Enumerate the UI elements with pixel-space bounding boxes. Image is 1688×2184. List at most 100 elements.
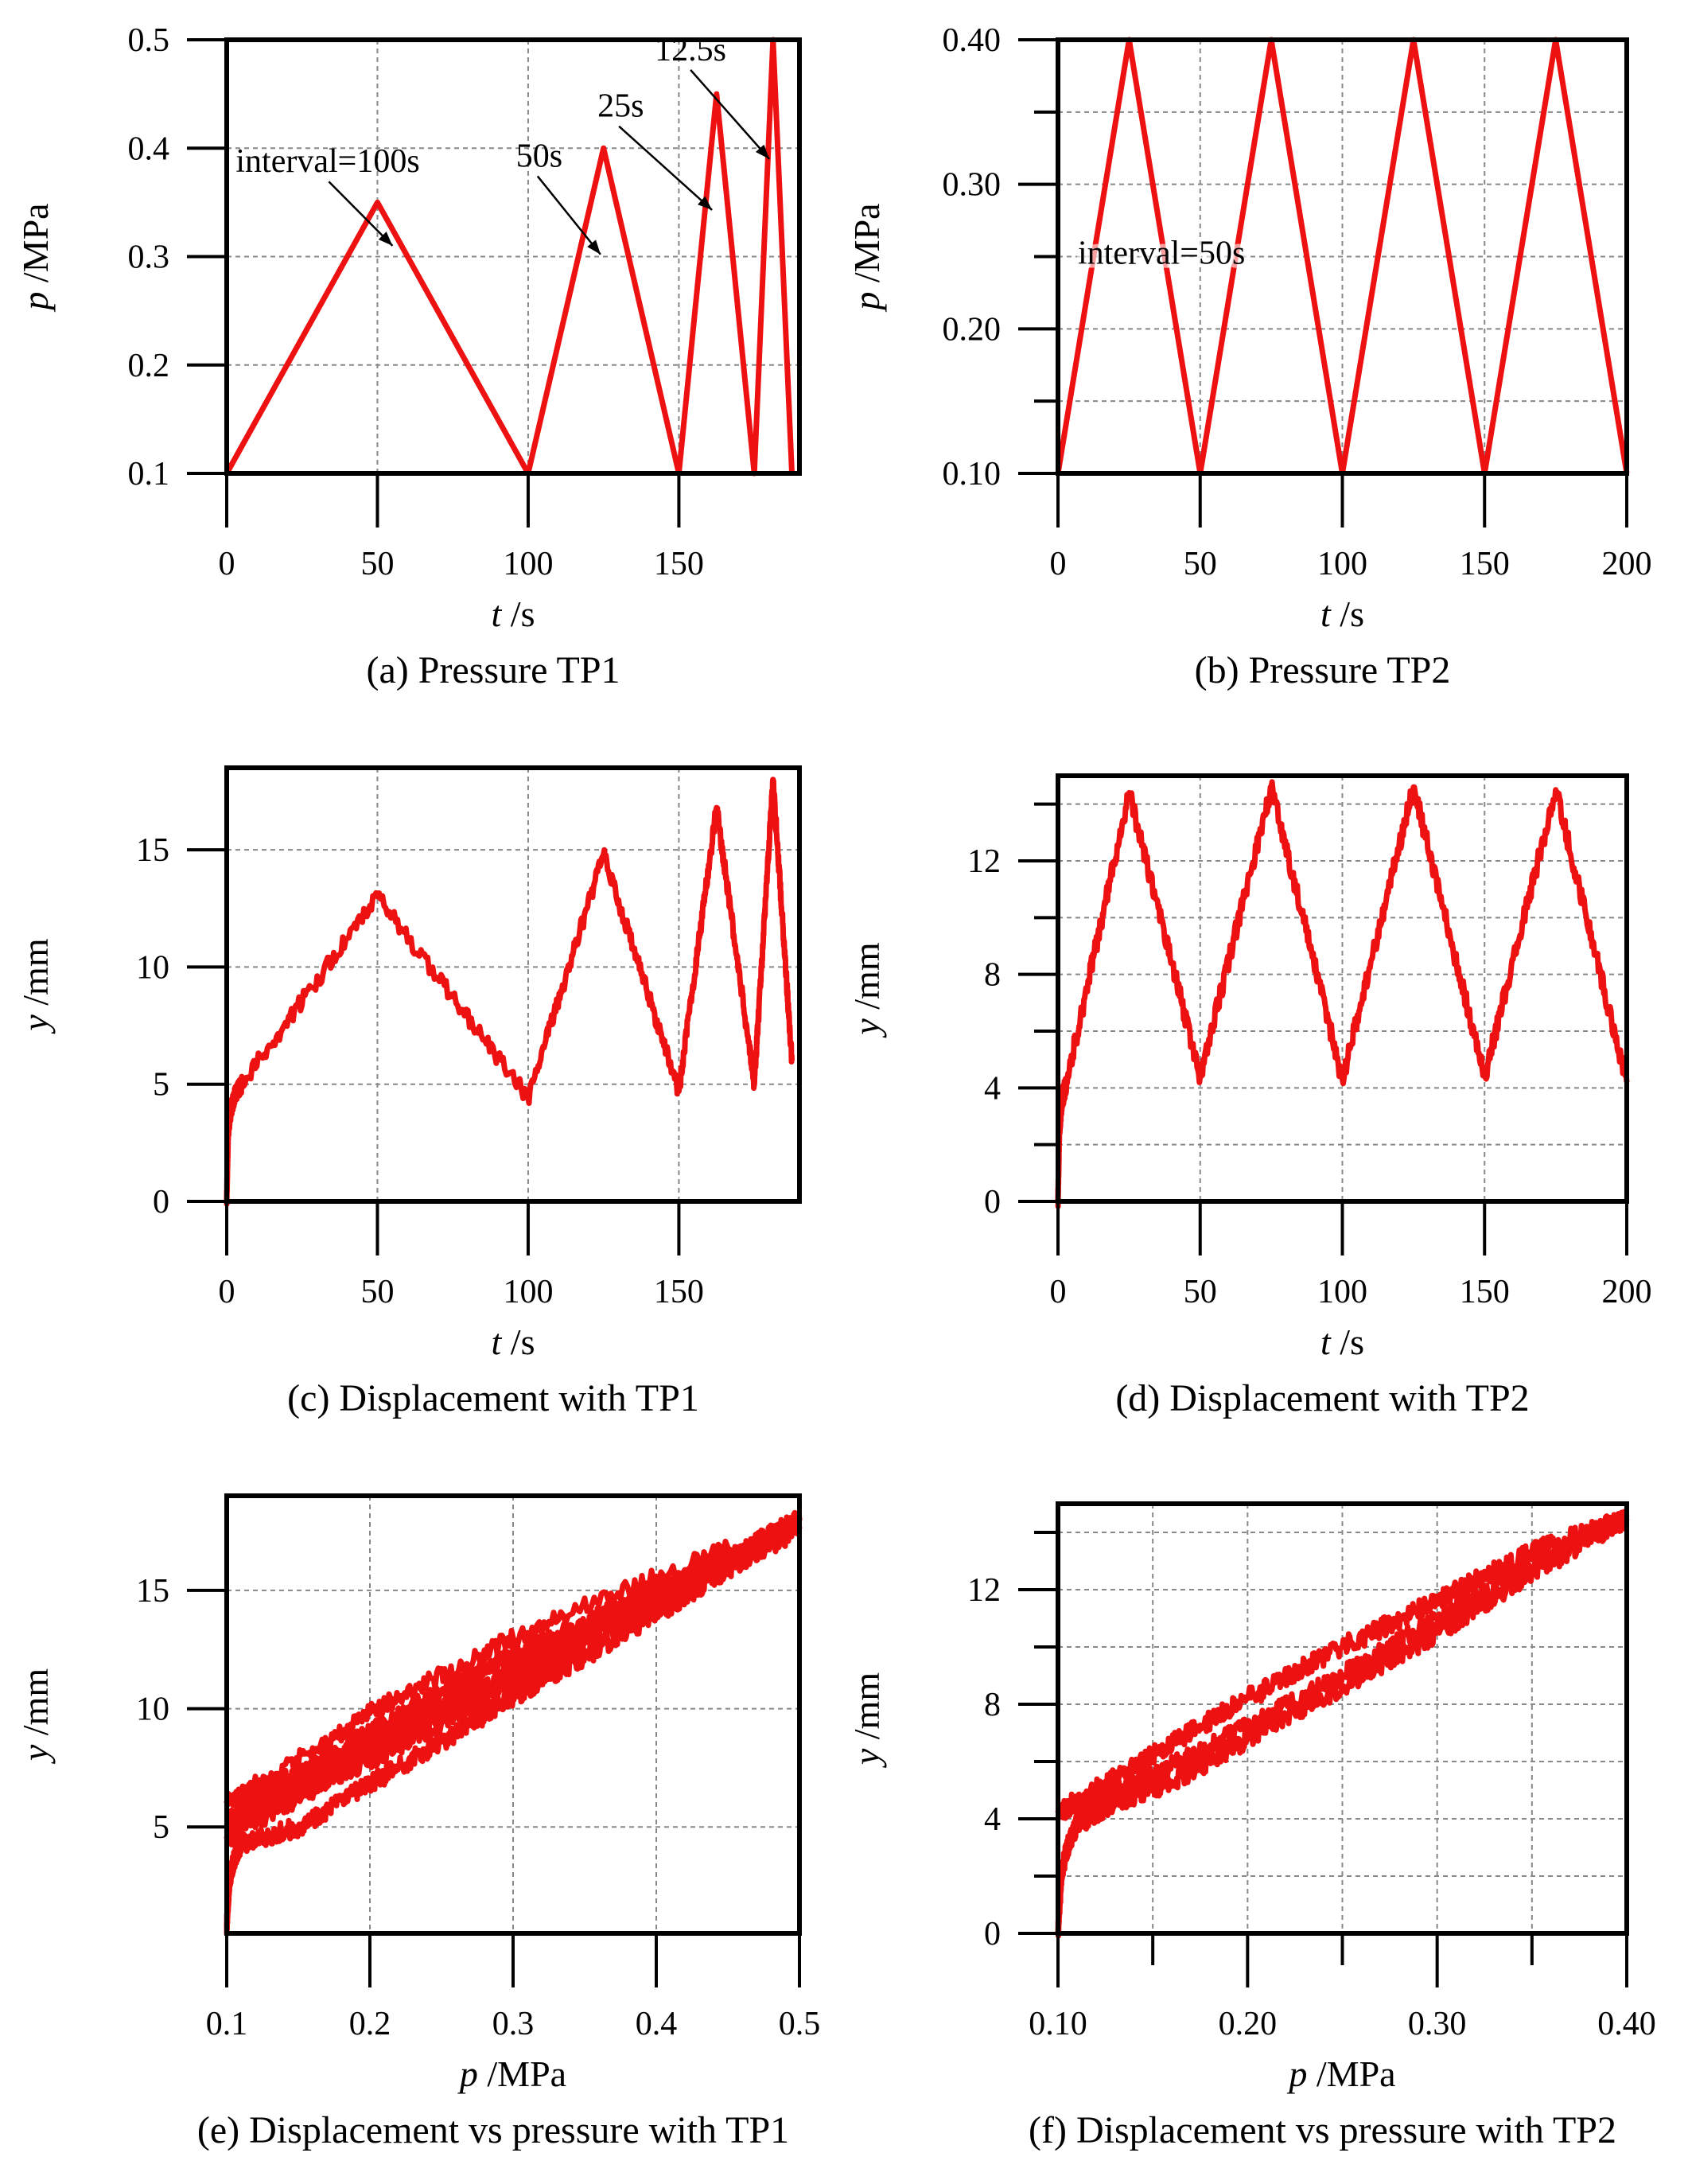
y-tick-label: 4: [984, 1070, 1001, 1107]
x-tick-label: 0: [219, 1274, 235, 1310]
annotation-arrowhead: [587, 239, 601, 255]
y-axis-unit: /mm: [15, 938, 56, 1014]
x-axis-unit: /MPa: [1307, 2054, 1395, 2094]
annotation-arrowhead: [698, 196, 713, 210]
y-axis-label: p /MPa: [15, 203, 56, 312]
y-tick-label: 8: [984, 1687, 1001, 1723]
series-line: [224, 777, 795, 1207]
y-tick-label: 10: [136, 1692, 169, 1728]
panel-a: interval=100s 50s 25s 12.5s 0 50 100 150 0.1 0.2 0…: [15, 22, 802, 691]
x-axis-label: t /s: [492, 594, 535, 634]
y-tick-label: 0.40: [943, 22, 1002, 59]
y-tick-label: 0: [984, 1916, 1001, 1952]
y-tick-label: 0.30: [943, 167, 1002, 204]
annotation-arrowhead: [378, 232, 393, 246]
y-tick-label: 8: [984, 957, 1001, 994]
x-tick-label: 100: [1317, 1274, 1367, 1310]
x-axis-var: t: [1320, 594, 1332, 634]
x-axis-label: p /MPa: [457, 2054, 566, 2094]
x-tick-label: 150: [1460, 546, 1510, 582]
y-axis-unit: /MPa: [15, 203, 56, 291]
y-tick-label: 5: [153, 1809, 169, 1846]
series-line: [1055, 1510, 1630, 1821]
y-axis-label: p /MPa: [846, 203, 887, 312]
y-tick-label: 12: [967, 843, 1001, 880]
x-tick-label: 200: [1602, 1274, 1652, 1310]
y-tick-label: 15: [136, 832, 169, 869]
x-tick-label: 0.20: [1219, 2006, 1278, 2042]
y-tick-label: 10: [136, 949, 169, 986]
y-axis-unit: /MPa: [846, 203, 887, 291]
annotation-arrowhead: [755, 144, 770, 159]
panel-caption: (c) Displacement with TP1: [287, 1377, 699, 1419]
x-tick-label: 100: [1317, 546, 1367, 582]
y-tick-label: 0.2: [128, 348, 170, 384]
x-tick-label: 150: [654, 1274, 704, 1310]
x-tick-label: 0: [1050, 546, 1067, 582]
panel-d: 0 50 100 150 200 0 4 8 12 t /s y /mm (d) Displaceme…: [846, 773, 1652, 1419]
x-axis-var: p: [1286, 2054, 1307, 2094]
axes-frame: [224, 765, 802, 1204]
series-line: [1055, 779, 1630, 1209]
y-axis-label: y /mm: [846, 942, 887, 1037]
annotation-arrow: [328, 181, 394, 247]
x-tick-label: 50: [360, 546, 394, 582]
x-axis-unit: /MPa: [478, 2054, 566, 2094]
y-tick-label: 15: [136, 1573, 169, 1610]
x-tick-label: 50: [360, 1274, 394, 1310]
x-axis-label: t /s: [1320, 1322, 1364, 1362]
panel-e: 0.1 0.2 0.3 0.4 0.5 5 10 15 p /MPa y /mm (e) Displ…: [15, 1493, 821, 2151]
y-tick-label: 0.20: [943, 311, 1002, 348]
x-axis-unit: /s: [1331, 594, 1364, 634]
y-axis-var: y: [846, 1018, 887, 1038]
panel-c: 0 50 100 150 0 5 10 15 t /s y /mm (c) Displacement…: [15, 765, 802, 1419]
x-axis-var: p: [457, 2054, 478, 2094]
x-tick-label: 0.5: [779, 2006, 821, 2042]
y-axis-label: y /mm: [15, 1668, 56, 1764]
series-line: [224, 1509, 803, 1811]
y-axis-var: p: [15, 292, 56, 313]
annotation-arrow: [690, 69, 771, 160]
y-axis-var: p: [846, 292, 887, 313]
x-tick-label: 50: [1184, 546, 1217, 582]
y-tick-label: 0: [153, 1184, 169, 1220]
y-axis-label: y /mm: [15, 938, 56, 1034]
x-axis-unit: /s: [501, 594, 535, 634]
panel-caption: (b) Pressure TP2: [1195, 649, 1451, 691]
y-axis-unit: /mm: [846, 942, 887, 1018]
x-tick-label: 0.3: [492, 2006, 535, 2042]
y-tick-label: 0.3: [128, 239, 170, 276]
panel-f: 0.10 0.20 0.30 0.40 0 4 8 12 p /MPa y /mm (f) Disp…: [846, 1501, 1656, 2151]
x-axis-var: t: [1320, 1322, 1332, 1362]
series-line: [1055, 1509, 1629, 1820]
annotation-label: 50s: [516, 138, 562, 174]
x-tick-label: 50: [1184, 1274, 1217, 1310]
x-axis-var: t: [492, 1322, 503, 1362]
x-tick-label: 0: [219, 546, 235, 582]
x-tick-label: 100: [503, 1274, 553, 1310]
annotation-label: interval=100s: [235, 143, 419, 180]
x-tick-label: 100: [503, 546, 553, 582]
y-tick-label: 0: [984, 1184, 1001, 1220]
y-tick-label: 0.5: [128, 22, 170, 59]
y-axis-label: y /mm: [846, 1672, 887, 1768]
x-tick-label: 0.10: [1029, 2006, 1087, 2042]
x-axis-label: p /MPa: [1286, 2054, 1395, 2094]
x-tick-label: 200: [1602, 546, 1652, 582]
annotation-arrow: [618, 125, 713, 211]
x-tick-label: 150: [1460, 1274, 1510, 1310]
y-tick-label: 0.1: [128, 456, 170, 492]
x-axis-unit: /s: [1331, 1322, 1364, 1362]
y-axis-var: y: [15, 1744, 56, 1764]
x-tick-label: 0: [1050, 1274, 1067, 1310]
annotation-label: 25s: [597, 88, 644, 125]
y-tick-label: 5: [153, 1067, 169, 1104]
y-tick-label: 4: [984, 1801, 1001, 1838]
y-axis-var: y: [15, 1014, 56, 1034]
y-tick-label: 0.4: [128, 130, 170, 167]
y-axis-var: y: [846, 1748, 887, 1768]
panel-caption: (f) Displacement vs pressure with TP2: [1029, 2109, 1616, 2151]
panel-caption: (a) Pressure TP1: [366, 649, 620, 691]
annotation-label: interval=50s: [1078, 236, 1245, 272]
